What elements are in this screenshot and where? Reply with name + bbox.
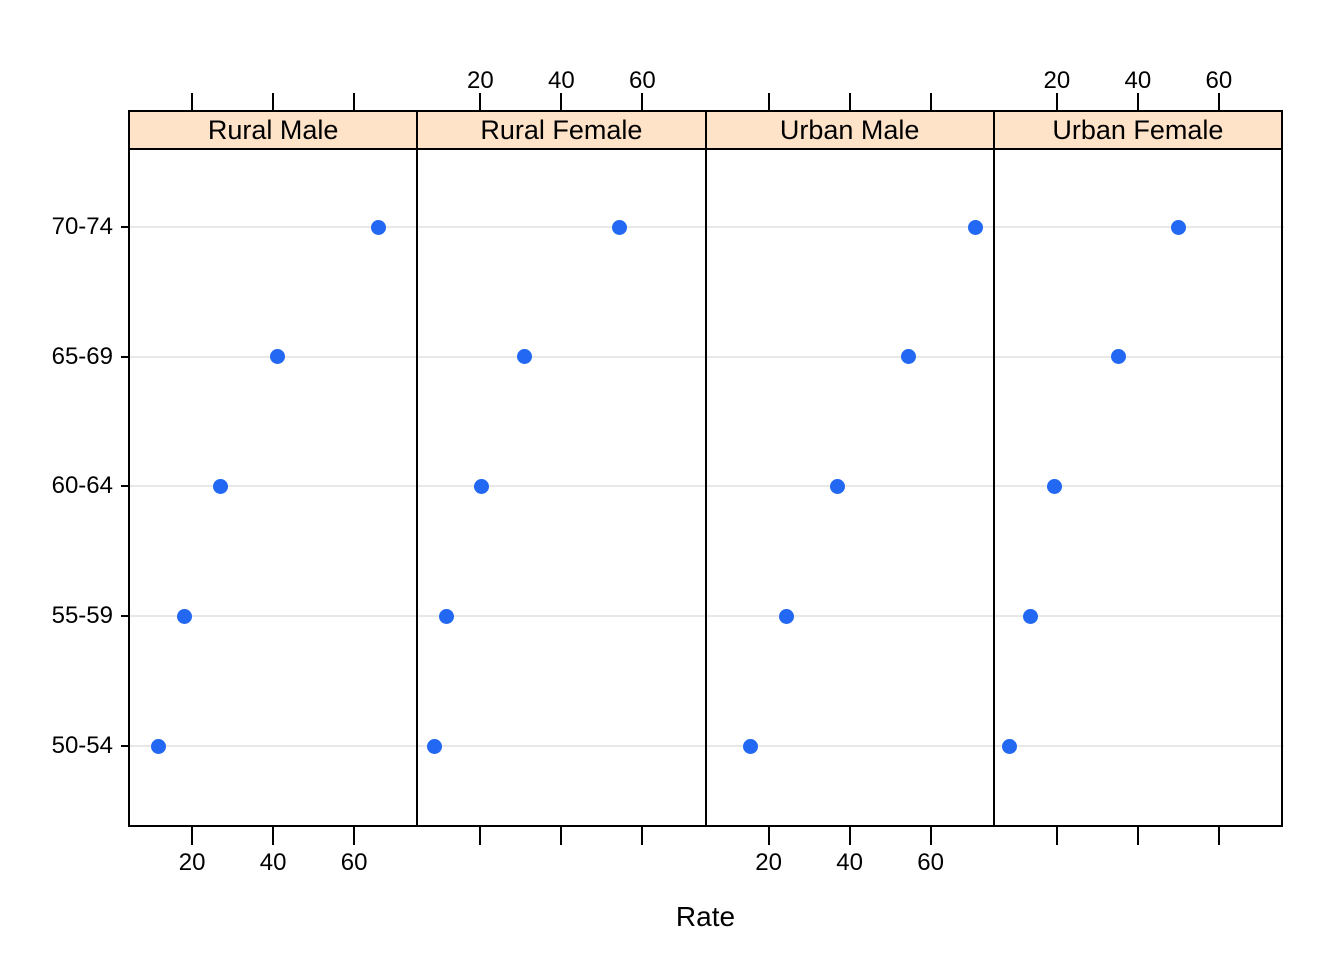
row-line — [129, 615, 1284, 618]
strip-label: Rural Male — [207, 115, 339, 145]
bottom-axis-tick-label: 20 — [755, 849, 782, 876]
data-point — [439, 608, 455, 624]
y-axis-tick — [121, 355, 129, 358]
top-axis-tick-label: 40 — [548, 67, 575, 94]
bottom-axis-tick — [929, 827, 932, 845]
top-axis-tick — [560, 93, 563, 110]
bottom-axis-tick — [1136, 827, 1139, 845]
panel-border — [128, 148, 1283, 150]
top-axis-tick — [1217, 93, 1220, 110]
bottom-axis-tick-label: 20 — [178, 849, 206, 876]
top-axis-tick-label: 60 — [628, 67, 656, 94]
y-axis-tick-label: 55-59 — [51, 602, 113, 630]
panel-border — [128, 825, 1283, 827]
top-axis-tick — [191, 93, 194, 110]
data-point — [269, 349, 285, 365]
data-point — [611, 219, 627, 235]
data-point — [1170, 219, 1186, 235]
top-axis-tick-label: 20 — [1043, 67, 1071, 94]
bottom-axis-tick — [641, 827, 644, 845]
row-line — [129, 355, 1284, 358]
bottom-axis-tick — [848, 827, 851, 845]
top-axis-tick — [1055, 93, 1058, 110]
y-axis-tick — [121, 615, 129, 618]
bottom-axis-tick-label: 60 — [340, 849, 368, 876]
data-point — [901, 349, 917, 365]
panel-border — [704, 110, 707, 827]
data-point — [517, 349, 533, 365]
bottom-axis-tick-label: 60 — [917, 849, 944, 876]
top-axis-tick — [848, 93, 851, 110]
y-axis-tick — [121, 226, 129, 229]
panel-border — [128, 110, 130, 827]
data-point — [778, 608, 794, 624]
y-axis-tick-label: 60-64 — [51, 472, 113, 500]
bottom-axis-tick-label: 40 — [259, 849, 287, 876]
data-point — [151, 738, 167, 754]
strip-rural-male — [129, 110, 418, 150]
top-axis-tick-label: 20 — [467, 67, 494, 94]
bottom-axis-tick — [353, 827, 356, 845]
panel-border — [1281, 110, 1283, 827]
row-line — [129, 226, 1284, 229]
data-point — [829, 478, 845, 494]
strip-urban-male — [705, 110, 994, 150]
data-point — [1023, 608, 1039, 624]
panel-border — [992, 110, 995, 827]
data-point — [968, 219, 984, 235]
strip-label: Rural Female — [480, 115, 643, 145]
strip-label: Urban Female — [1052, 115, 1224, 145]
top-axis-tick — [272, 93, 275, 110]
data-point — [176, 608, 192, 624]
top-axis-tick — [1136, 93, 1139, 110]
panel-border — [128, 110, 1283, 112]
bottom-axis-tick — [1217, 827, 1220, 845]
bottom-axis-tick-label: 40 — [836, 849, 863, 876]
data-point — [1002, 738, 1018, 754]
x-axis-title: Rate — [675, 901, 736, 932]
data-point — [427, 738, 443, 754]
strip-label: Urban Male — [779, 115, 920, 145]
data-point — [1110, 349, 1126, 365]
data-point — [212, 478, 228, 494]
top-axis-tick — [479, 93, 482, 110]
row-line — [129, 745, 1284, 748]
bottom-axis-tick — [767, 827, 770, 845]
bottom-axis-tick — [1055, 827, 1058, 845]
bottom-axis-tick — [191, 827, 194, 845]
bottom-axis-tick — [272, 827, 275, 845]
bottom-axis-tick — [560, 827, 563, 845]
top-axis-tick — [767, 93, 770, 110]
top-axis-tick-label: 60 — [1205, 67, 1233, 94]
top-axis-tick — [353, 93, 356, 110]
data-point — [370, 219, 386, 235]
strip-rural-female — [417, 110, 706, 150]
y-axis-tick-label: 65-69 — [51, 342, 113, 370]
y-axis-tick-label: 70-74 — [51, 213, 113, 241]
bottom-axis-tick — [479, 827, 482, 845]
strip-urban-female — [993, 110, 1282, 150]
top-axis-tick-label: 40 — [1124, 67, 1152, 94]
top-axis-tick — [641, 93, 644, 110]
row-line — [129, 485, 1284, 488]
top-axis-tick — [929, 93, 932, 110]
data-point — [742, 738, 758, 754]
y-axis-tick — [121, 485, 129, 488]
y-axis-tick — [121, 745, 129, 748]
data-point — [1046, 478, 1062, 494]
data-point — [474, 478, 490, 494]
panel-border — [416, 110, 419, 827]
y-axis-tick-label: 50-54 — [51, 732, 113, 760]
